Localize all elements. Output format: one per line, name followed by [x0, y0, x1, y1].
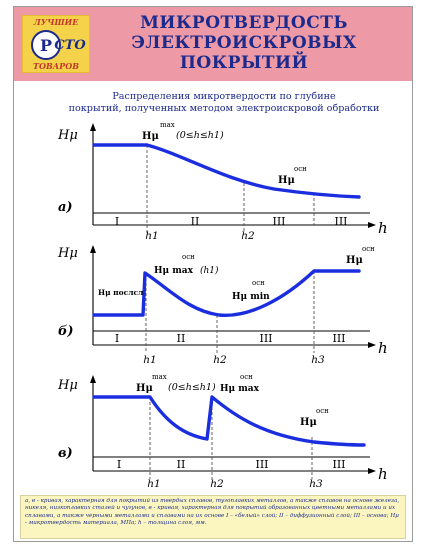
annotation-sup: осн	[316, 407, 329, 415]
annotation-extra: (h1)	[200, 265, 219, 276]
diagram-label: а)	[58, 200, 73, 215]
annotation-sup: осн	[182, 253, 195, 261]
annotation-sup: осн	[240, 373, 253, 381]
zone-label: I	[115, 215, 119, 228]
annotation-main: Hμ	[136, 383, 153, 394]
poster: ЛУЧШИЕ Р СТО ТОВАРОВ МИКРОТВЕРДОСТЬ ЭЛЕК…	[13, 6, 413, 542]
annotation-main: Hμ max	[220, 384, 260, 394]
x-axis-label: h	[378, 219, 388, 237]
zone-label: II	[191, 215, 200, 228]
tick-label: h3	[309, 478, 323, 490]
poster-header: ЛУЧШИЕ Р СТО ТОВАРОВ МИКРОТВЕРДОСТЬ ЭЛЕК…	[14, 7, 412, 81]
annotation-sup: осн	[362, 245, 375, 253]
zone-label: III	[334, 215, 347, 228]
title-line-2: ЭЛЕКТРОИСКРОВЫХ	[131, 33, 357, 53]
title-line-1: МИКРОТВЕРДОСТЬ	[140, 13, 348, 33]
diagram-a: Hμ h а) I II III III h1 h2 Hμ max (0≤h≤h…	[57, 121, 388, 240]
annotation-extra: (0≤h≤h1)	[176, 130, 224, 141]
footer-legend: а, в - кривая, характерная для покрытий …	[20, 495, 406, 539]
title-line-3: ПОКРЫТИЙ	[179, 53, 309, 73]
zone-label: I	[115, 332, 119, 345]
annotation-main: Hμ	[346, 255, 363, 266]
logo-top-text: ЛУЧШИЕ	[33, 17, 80, 27]
diagram-label: б)	[58, 324, 74, 339]
annotation-main: Hμ	[278, 175, 295, 186]
annotation-sup: осн	[252, 279, 265, 287]
footer-text: а, в - кривая, характерная для покрытий …	[25, 498, 400, 527]
tick-label: h2	[210, 478, 224, 490]
microhardness-curve-b	[92, 269, 361, 317]
tick-label: h1	[143, 354, 156, 366]
subtitle-line-1: Распределения микротвердости по глубине	[112, 91, 336, 102]
tick-label: h2	[213, 354, 227, 366]
brand-logo: ЛУЧШИЕ Р СТО ТОВАРОВ	[22, 15, 90, 73]
zone-label: III	[332, 332, 345, 345]
x-axis-label: h	[378, 339, 388, 357]
logo-mid-text: СТО	[54, 38, 86, 53]
logo-main-letter: Р	[40, 36, 52, 55]
annotation-main: Hμ	[142, 131, 159, 142]
tick-label: h3	[311, 354, 325, 366]
annotation-main: Hμ послсл	[98, 288, 144, 297]
zone-label: II	[177, 332, 186, 345]
y-axis-label: Hμ	[57, 128, 78, 143]
zone-label: III	[259, 332, 272, 345]
annotation-sup: max	[152, 373, 167, 381]
annotation-main: Hμ	[300, 417, 317, 428]
logo-bottom-text: ТОВАРОВ	[33, 61, 79, 71]
zone-label: III	[255, 458, 268, 471]
diagram-b: Hμ h б) I II III III h1 h2 h3 Hμ послсл …	[57, 245, 388, 366]
y-axis-label: Hμ	[57, 246, 78, 261]
tick-label: h1	[145, 230, 158, 240]
zone-label: III	[272, 215, 285, 228]
subtitle: Распределения микротвердости по глубине …	[44, 91, 404, 115]
tick-label: h2	[241, 230, 255, 240]
microhardness-curve-c	[92, 395, 366, 447]
annotation-main: Hμ min	[232, 292, 270, 302]
annotation-extra: (0≤h≤h1)	[168, 382, 216, 393]
microhardness-curve-a	[92, 143, 361, 199]
zone-label: I	[117, 458, 121, 471]
subtitle-line-2: покрытий, полученных методом электроискр…	[68, 103, 380, 114]
tick-label: h1	[147, 478, 160, 490]
diagram-c: Hμ h в) I II III III h1 h2 h3 Hμ max (0≤…	[57, 373, 388, 490]
zone-label: III	[332, 458, 345, 471]
annotation-sup: max	[160, 121, 175, 129]
page-title: МИКРОТВЕРДОСТЬ ЭЛЕКТРОИСКРОВЫХ ПОКРЫТИЙ	[109, 13, 379, 73]
y-axis-label: Hμ	[57, 378, 78, 393]
zone-label: II	[177, 458, 186, 471]
annotation-sup: осн	[294, 165, 307, 173]
x-axis-label: h	[378, 465, 388, 483]
annotation-main: Hμ max	[154, 266, 194, 276]
diagram-label: в)	[58, 446, 73, 461]
